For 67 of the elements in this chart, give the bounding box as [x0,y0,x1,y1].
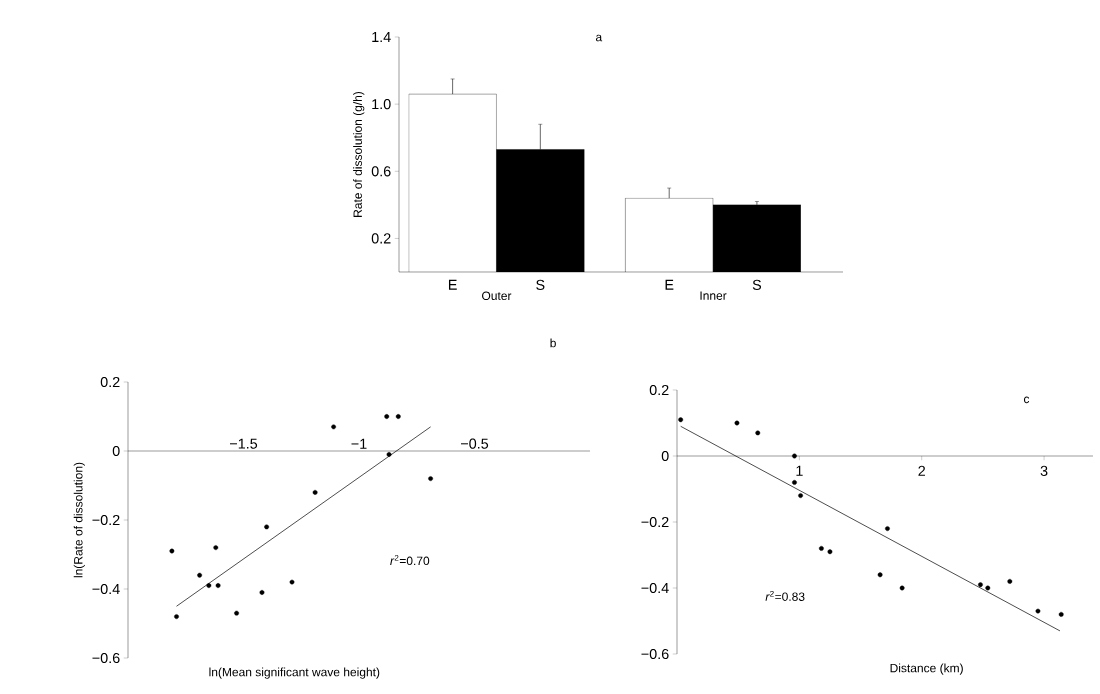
x-tick-label: Inner [700,291,727,300]
y-axis-title: Rate of dissolution (g/h) [353,91,365,217]
point [755,430,761,436]
point [264,524,269,530]
point [312,490,318,495]
x-tick-label: −1.5 [229,438,258,449]
point [197,572,203,578]
y-tick-label: 0.6 [371,166,391,177]
point [978,582,983,588]
point [877,572,883,578]
y-tick-label: 0.2 [100,376,120,388]
x-tick-label: 1 [796,465,803,476]
y-tick-label: 1.0 [372,99,391,110]
point [384,414,390,419]
y-tick-label: 0 [112,445,120,457]
point [678,417,684,423]
point [798,493,803,498]
annotation: r$^{2}$=0.83 [765,590,805,601]
point [734,420,740,426]
point [1035,608,1041,614]
series-label: E [448,279,457,290]
point [259,590,265,595]
text: S [752,279,762,290]
point [899,585,905,591]
chart-title: b [550,338,556,348]
point [234,610,239,616]
text: E [665,279,674,290]
series-label: S [536,279,545,290]
point [818,546,824,551]
point [169,548,175,554]
point [386,452,392,457]
y-tick-label: −0.6 [92,652,120,664]
y-axis-title: ln(Rate of dissolution) [73,462,85,578]
point [885,526,890,532]
point [1058,612,1064,617]
x-axis-title: Distance (km) [890,663,963,675]
y-tick-label: −0.2 [92,514,120,526]
point [792,453,797,459]
point [213,545,219,551]
point [428,476,434,482]
y-tick-label: −0.4 [641,582,669,594]
point [174,614,179,619]
x-tick-label: −0.5 [461,438,489,449]
point [331,424,336,430]
y-tick-label: 0.2 [649,384,669,396]
chart-title: a [595,34,603,42]
point [395,414,401,419]
x-tick-label: 2 [918,465,925,476]
x-axis-title: ln(Mean significant wave height) [209,667,380,679]
point [1007,579,1013,584]
point [215,583,221,588]
y-tick-label: 1.4 [372,32,391,42]
x-tick-label: −1 [351,438,367,449]
chart-title: c [1023,396,1030,404]
x-tick-label: Outer [482,291,512,301]
point [792,480,797,485]
y-tick-label: −0.4 [92,583,120,595]
y-tick-label: 0.2 [371,233,391,244]
point [206,583,212,588]
y-tick-label: −0.2 [641,516,669,528]
point [289,579,295,585]
annotation: r$^{2}$=0.70 [390,555,430,566]
x-tick-label: 3 [1040,465,1048,476]
point [827,549,833,555]
point [985,585,991,591]
y-tick-label: −0.6 [641,648,669,660]
y-tick-label: 0 [661,450,669,462]
